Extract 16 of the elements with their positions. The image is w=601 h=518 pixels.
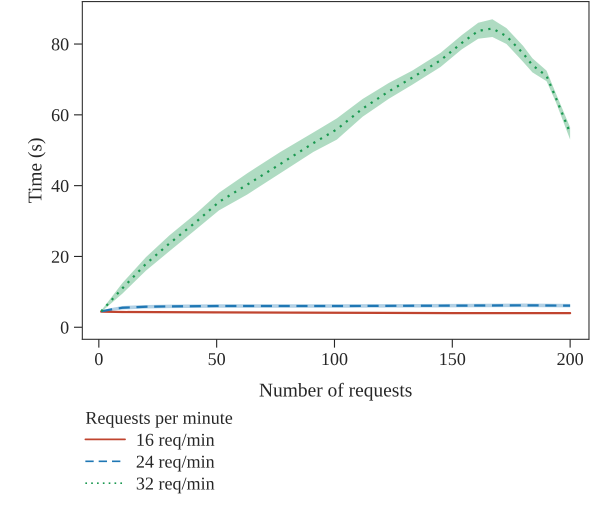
x-tick-label: 150 (440, 353, 466, 366)
x-tick-label: 200 (557, 353, 583, 366)
x-axis-title: Number of requests (260, 382, 412, 401)
x-tick-label: 0 (95, 353, 103, 366)
legend-label: 24 req/min (136, 456, 214, 472)
y-tick-label: 20 (52, 250, 68, 263)
x-tick-label: 100 (322, 353, 348, 366)
x-tick-label: 50 (208, 353, 225, 366)
legend-label: 32 req/min (136, 478, 214, 494)
y-tick-label: 60 (52, 109, 68, 122)
y-tick-label: 80 (52, 38, 68, 50)
legend-label: 16 req/min (137, 434, 214, 450)
y-tick-label: 40 (51, 180, 68, 192)
legend-title: Requests per minute (86, 412, 232, 428)
y-tick-label: 0 (60, 322, 68, 334)
y-axis-title: Time (s) (28, 138, 46, 203)
